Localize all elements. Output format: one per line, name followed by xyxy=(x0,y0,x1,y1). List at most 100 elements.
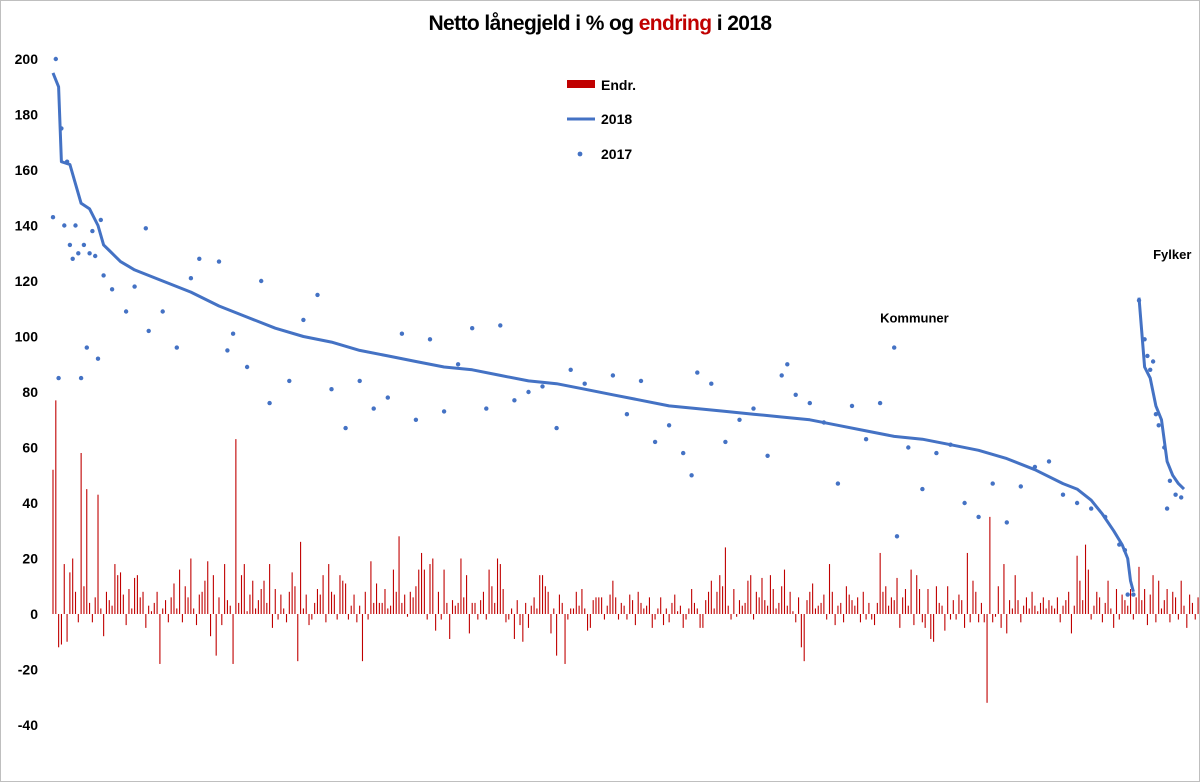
series-2017-point xyxy=(1173,492,1178,497)
line-series-2018 xyxy=(51,72,1186,593)
series-2017-point xyxy=(98,217,104,223)
series-2017-point xyxy=(76,251,81,256)
series-2017-point xyxy=(1018,484,1023,489)
y-tick-label: -20 xyxy=(18,662,38,678)
series-2017-point xyxy=(540,384,545,389)
series-2017-point xyxy=(568,367,573,372)
series-2017-point xyxy=(62,223,67,228)
series-2017-point xyxy=(906,445,911,450)
series-2017-point xyxy=(188,276,194,281)
series-2017-point xyxy=(723,439,728,445)
change-bars xyxy=(52,400,1199,703)
series-2017-point xyxy=(427,337,433,342)
legend-label-2017: 2017 xyxy=(601,146,632,162)
series-2018-line xyxy=(1137,297,1186,491)
series-2018-line xyxy=(51,72,1135,593)
y-tick-label: 180 xyxy=(15,107,39,123)
series-2017-point xyxy=(1164,506,1170,511)
series-2017-point xyxy=(484,406,489,411)
series-2017-point xyxy=(59,126,64,131)
series-2017-point xyxy=(197,256,202,261)
series-2017-point xyxy=(259,278,264,284)
annotations: Kommuner Fylker xyxy=(880,247,1191,326)
legend: Endr. 2018 2017 xyxy=(567,77,636,162)
series-2017-point xyxy=(56,375,61,381)
y-tick-label: 80 xyxy=(22,384,38,400)
series-2017-point xyxy=(70,256,75,261)
series-2017-point xyxy=(498,323,503,328)
series-2017-point xyxy=(934,450,939,456)
series-2017-point xyxy=(1032,464,1038,470)
series-2017-point xyxy=(1136,298,1142,303)
annotation-label: Kommuner xyxy=(880,311,949,326)
series-2017-point xyxy=(329,387,334,392)
series-2017-point xyxy=(1122,548,1128,553)
series-2017-point xyxy=(67,242,73,248)
series-2017-point xyxy=(526,389,531,395)
series-2017-point xyxy=(962,500,967,506)
series-2017-point xyxy=(689,473,694,478)
series-2017-point xyxy=(64,159,70,164)
series-2017-point xyxy=(863,437,869,442)
series-2017-point xyxy=(1046,459,1052,464)
series-2017-point xyxy=(315,292,320,298)
series-2017-point xyxy=(737,417,742,422)
series-2017-point xyxy=(244,364,250,370)
series-2017-point xyxy=(301,317,306,323)
y-tick-label: -40 xyxy=(18,717,38,733)
series-2017-point xyxy=(610,373,616,378)
series-2017-point xyxy=(1004,520,1009,525)
legend-swatch-2017 xyxy=(577,151,583,157)
y-tick-label: 0 xyxy=(30,606,38,622)
legend-label-endr: Endr. xyxy=(601,77,636,93)
series-2017-point xyxy=(1131,592,1136,597)
legend-swatch-endr xyxy=(567,80,595,88)
series-2017-point xyxy=(920,486,925,492)
series-2017-point xyxy=(877,400,883,406)
series-2017-point xyxy=(1103,514,1108,520)
series-2017-point xyxy=(976,514,981,520)
series-2017-point xyxy=(53,56,58,62)
series-2017-point xyxy=(807,400,812,406)
series-2017-point xyxy=(892,345,897,350)
series-2017-point xyxy=(751,406,756,411)
title-highlight: endring xyxy=(638,12,712,35)
y-tick-label: 40 xyxy=(22,495,38,511)
series-2017-point xyxy=(1153,412,1159,417)
series-2017-point xyxy=(666,423,672,428)
series-2017-point xyxy=(146,328,151,334)
series-2017-point xyxy=(1150,359,1156,364)
y-tick-label: 60 xyxy=(22,440,38,456)
series-2017-point xyxy=(582,381,587,386)
series-2017-point xyxy=(638,378,644,384)
series-2017-point xyxy=(267,400,272,406)
scatter-series-2017 xyxy=(50,56,1184,597)
series-2017-point xyxy=(765,453,770,458)
series-2017-point xyxy=(143,226,148,231)
series-2017-point xyxy=(78,375,84,381)
series-2017-point xyxy=(554,425,559,431)
series-2017-point xyxy=(652,439,658,445)
series-2017-point xyxy=(109,287,115,292)
series-2017-point xyxy=(1162,445,1167,450)
series-2017-point xyxy=(1117,542,1122,547)
series-2017-point xyxy=(1145,353,1150,359)
series-2017-point xyxy=(1148,367,1153,372)
series-2017-point xyxy=(399,331,405,336)
annotation-label: Fylker xyxy=(1153,247,1191,262)
series-2017-point xyxy=(835,481,841,486)
series-2017-point xyxy=(894,534,900,539)
series-2017-point xyxy=(709,381,714,386)
series-2017-point xyxy=(1156,423,1161,428)
series-2017-point xyxy=(385,395,390,400)
series-2017-point xyxy=(87,251,92,256)
series-2017-point xyxy=(793,392,798,397)
y-tick-label: 20 xyxy=(22,551,38,567)
series-2017-point xyxy=(287,378,292,384)
series-2017-point xyxy=(1060,492,1066,497)
series-2017-point xyxy=(1142,337,1147,342)
series-2017-point xyxy=(95,356,101,361)
series-2017-point xyxy=(1179,495,1184,500)
